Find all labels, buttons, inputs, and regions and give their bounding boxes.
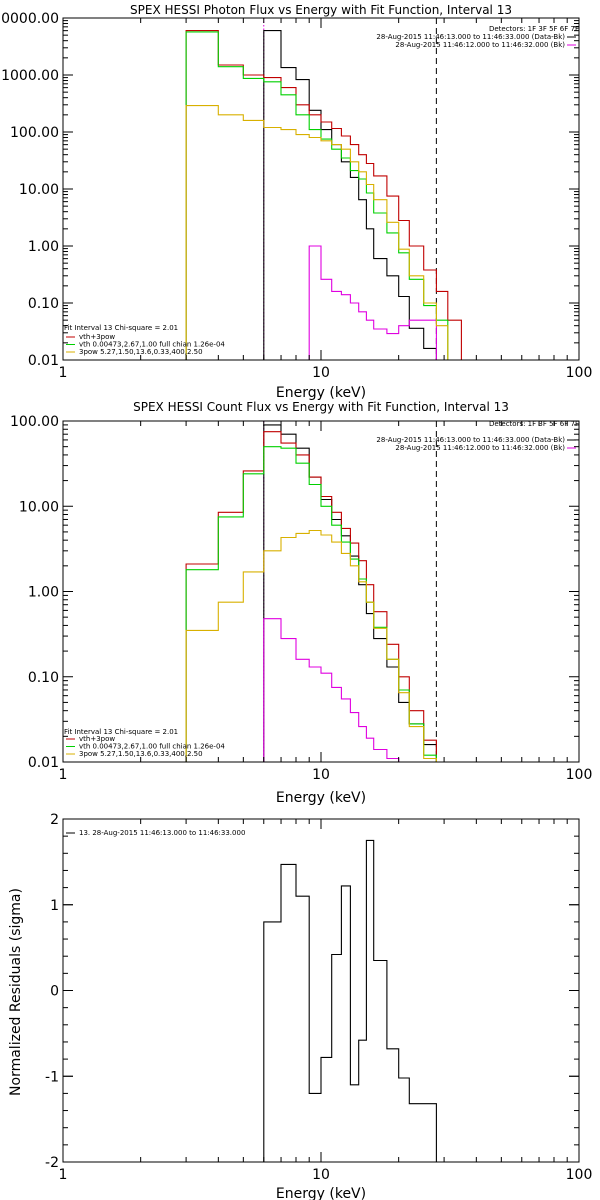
photon-flux-xlabel: Energy (keV) (276, 385, 366, 401)
y-tick-label: 10.00 (19, 182, 59, 198)
x-tick-label: 10 (312, 365, 330, 381)
y-tick-label: 1000.00 (1, 68, 59, 84)
x-tick-label: 1 (59, 1167, 68, 1183)
legend-right-item: 28-Aug-2015 11:46:13.000 to 11:46:33.000… (376, 33, 565, 41)
residuals-xlabel: Energy (keV) (276, 1186, 366, 1200)
y-tick-label: 0.10 (28, 670, 59, 686)
y-tick-label: 1 (50, 898, 59, 914)
photon-flux-detectors: Detectors: 1F 3F 5F 6F 7F (489, 25, 579, 33)
legend-right-item: 28-Aug-2015 11:46:12.000 to 11:46:32.000… (395, 444, 565, 452)
count-flux-detectors: Detectors: 1F 3F 5F 6F 7F (489, 420, 579, 428)
count-flux-fit-label: Fit Interval 13 Chi-square = 2.01 (64, 728, 178, 736)
photon-flux-title: SPEX HESSI Photon Flux vs Energy with Fi… (130, 3, 512, 17)
plot-frame (62, 17, 580, 361)
residuals-panel: 1 10 100 -2 -1 0 1 2 13. 28-Aug-2015 11:46:13.00… (8, 812, 592, 1200)
photon-flux-fit-label: Fit Interval 13 Chi-square = 2.01 (64, 324, 178, 332)
legend-left-item: vth 0.00473,2.67,1.00 full chian 1.26e-0… (79, 341, 225, 349)
legend-left-item: vth+3pow (79, 333, 115, 341)
x-tick-label: 10 (312, 1167, 330, 1183)
x-tick-label: 10 (312, 767, 330, 783)
x-tick-label: 100 (566, 1167, 593, 1183)
count-flux-plot: 1 10 100 0.01 0.10 1.00 10.00 100.00 28-Aug-2015… (10, 414, 592, 783)
y-tick-label: -2 (45, 1155, 59, 1171)
legend-left-item: 13. 28-Aug-2015 11:46:13.000 to 11:46:33… (79, 829, 245, 837)
photon-flux-panel: SPEX HESSI Photon Flux vs Energy with Fi… (1, 3, 592, 401)
y-tick-label: 0.01 (28, 353, 59, 369)
y-tick-label: 1.00 (28, 239, 59, 255)
photon-flux-plot: 1 10 100 0.01 0.10 1.00 10.00 100.00 1000.00 0000… (1, 11, 592, 381)
legend-left-item: vth+3pow (79, 735, 115, 743)
series-data-line (263, 424, 437, 762)
y-tick-label: 0 (50, 984, 59, 1000)
y-tick-label: 0000.00 (1, 11, 59, 27)
residuals-ylabel: Normalized Residuals (sigma) (8, 888, 24, 1096)
legend-right-item: 28-Aug-2015 11:46:13.000 to 11:46:33.000… (376, 436, 565, 444)
legend-right-item: 28-Aug-2015 11:46:12.000 to 11:46:32.000… (395, 41, 565, 49)
series-pow-line (185, 529, 437, 762)
y-tick-label: 10.00 (19, 499, 59, 515)
count-flux-title: SPEX HESSI Count Flux vs Energy with Fit… (133, 400, 509, 414)
series-fit-line (185, 30, 462, 360)
legend-left-item: vth 0.00473,2.67,1.00 full chian 1.26e-0… (79, 743, 225, 751)
count-flux-panel: SPEX HESSI Count Flux vs Energy with Fit… (10, 400, 592, 806)
x-tick-label: 1 (59, 767, 68, 783)
y-tick-label: 100.00 (10, 125, 59, 141)
y-tick-label: 2 (50, 812, 59, 828)
y-tick-label: 100.00 (10, 414, 59, 430)
series-vth-line (185, 31, 449, 360)
series-residuals-line (263, 839, 437, 1162)
series-vth-line (185, 446, 437, 762)
series-bk-line (263, 245, 437, 360)
plot-frame (62, 420, 580, 763)
legend-left-item: 3pow 5.27,1.50,13.6,0.33,400,2.50 (79, 750, 203, 758)
x-tick-label: 1 (59, 365, 68, 381)
series-pow-line (185, 105, 449, 360)
x-tick-label: 100 (566, 767, 593, 783)
series-data-line (263, 30, 437, 360)
plot-frame (62, 818, 580, 1163)
y-tick-label: 0.10 (28, 296, 59, 312)
count-flux-xlabel: Energy (keV) (276, 790, 366, 806)
legend-left-item: 3pow 5.27,1.50,13.6,0.33,400,2.50 (79, 348, 203, 356)
series-fit-line (185, 431, 448, 762)
x-tick-label: 100 (566, 365, 593, 381)
y-tick-label: 1.00 (28, 585, 59, 601)
y-tick-label: -1 (45, 1069, 59, 1085)
series-bk-line (263, 618, 437, 762)
residuals-plot: 1 10 100 -2 -1 0 1 2 13. 28-Aug-2015 11:46:13.00… (45, 812, 592, 1183)
y-tick-label: 0.01 (28, 755, 59, 771)
